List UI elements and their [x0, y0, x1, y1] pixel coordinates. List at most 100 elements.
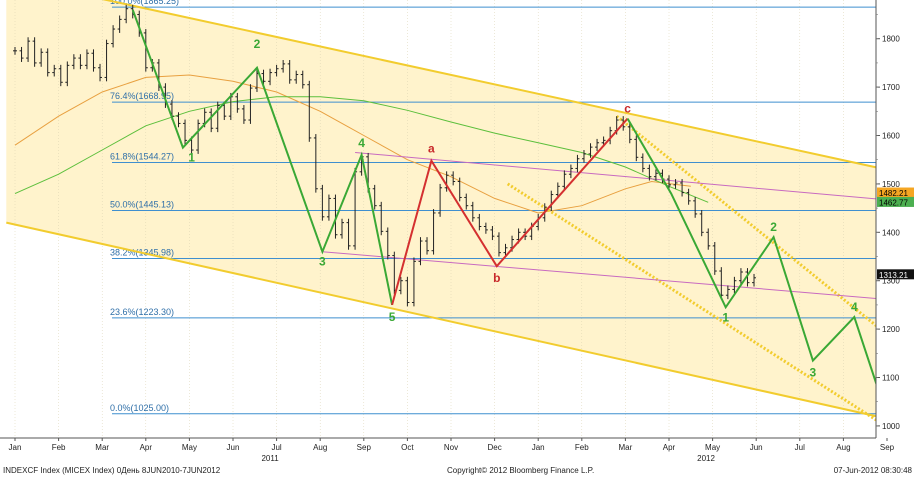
- price-bar: [581, 150, 586, 163]
- price-tag: 1462.77: [877, 196, 914, 207]
- price-bar: [712, 241, 717, 275]
- price-tag: 1482.21: [877, 187, 914, 198]
- y-tick-label: 1300: [882, 277, 900, 286]
- wave-label: 5: [389, 310, 396, 324]
- price-bar: [464, 193, 469, 210]
- fib-label: 50.0%(1445.13): [110, 199, 174, 209]
- price-bar: [307, 80, 312, 142]
- price-bar: [634, 135, 639, 162]
- price-bar: [470, 201, 475, 222]
- y-tick-label: 1000: [882, 422, 900, 431]
- wave-label: 2: [770, 220, 777, 234]
- price-bar: [294, 70, 299, 84]
- price-bar: [431, 209, 436, 255]
- trend-line: [355, 152, 876, 200]
- price-bar: [209, 108, 214, 133]
- price-bar: [385, 227, 390, 260]
- x-tick-label: Nov: [444, 443, 458, 452]
- price-bar: [667, 175, 671, 189]
- price-bar: [738, 268, 743, 285]
- price-bar: [451, 171, 456, 186]
- price-bar: [725, 285, 730, 300]
- wave-label: 1: [188, 151, 195, 165]
- price-bar: [555, 182, 560, 199]
- x-tick-label: Aug: [313, 443, 327, 452]
- x-year-label: 2011: [261, 454, 279, 463]
- price-bar: [398, 276, 403, 295]
- x-tick-label: Jan: [532, 443, 545, 452]
- wave-label: c: [624, 102, 631, 116]
- price-bar: [13, 46, 17, 55]
- x-tick-label: Mar: [95, 443, 109, 452]
- price-bar: [640, 153, 645, 173]
- price-bar: [752, 273, 757, 287]
- price-bar: [235, 92, 240, 113]
- elliott-wave-projection: [626, 118, 876, 387]
- fib-label: 76.4%(1668.95): [110, 91, 174, 101]
- price-bar: [444, 171, 449, 192]
- price-bar: [65, 61, 70, 87]
- x-tick-label: Feb: [575, 443, 589, 452]
- x-tick-label: Apr: [140, 443, 153, 452]
- x-tick-label: Jun: [227, 443, 240, 452]
- chart-footer: INDEXCF Index (MICEX Index) 0Дeнь 8JUN20…: [0, 465, 914, 477]
- price-bar: [91, 49, 96, 72]
- price-tag-label: 1313.21: [879, 271, 908, 280]
- price-bar: [680, 179, 685, 197]
- price-tag-label: 1462.77: [879, 198, 908, 207]
- price-bar: [588, 143, 593, 158]
- price-bar: [45, 48, 50, 77]
- x-tick-label: May: [705, 443, 720, 452]
- price-bar: [719, 267, 724, 300]
- wave-label: a: [428, 142, 435, 156]
- price-bar: [326, 194, 331, 221]
- x-tick-label: Feb: [52, 443, 66, 452]
- price-bar: [483, 222, 488, 234]
- x-tick-label: Jan: [9, 443, 22, 452]
- price-bar: [313, 134, 318, 193]
- price-bar: [215, 101, 220, 133]
- price-bar: [647, 164, 652, 181]
- wave-label: 2: [254, 37, 261, 51]
- price-bar: [32, 37, 37, 67]
- y-tick-label: 1700: [882, 83, 900, 92]
- trend-line: [322, 251, 876, 299]
- elliott-wave-impulse: [131, 9, 394, 306]
- wave-label: 4: [851, 300, 858, 314]
- x-tick-label: Sep: [357, 443, 372, 452]
- price-bar: [673, 179, 678, 189]
- price-bar: [490, 226, 495, 241]
- x-tick-label: Sep: [880, 443, 895, 452]
- x-tick-label: Jul: [271, 443, 281, 452]
- price-bar: [248, 84, 253, 124]
- wave-label: 3: [810, 366, 817, 380]
- price-bar: [477, 213, 482, 231]
- price-bar: [111, 25, 116, 48]
- channel-line: [506, 182, 876, 422]
- moving-average-line: [14, 74, 691, 214]
- price-bar: [372, 184, 377, 210]
- wave-label: 3: [319, 255, 326, 269]
- price-bar: [320, 184, 325, 221]
- price-bar: [699, 210, 704, 237]
- price-bar: [39, 48, 44, 67]
- fib-label: 23.6%(1223.30): [110, 307, 174, 317]
- y-tick-label: 1400: [882, 228, 900, 237]
- price-bar: [411, 257, 416, 307]
- price-bar: [124, 4, 129, 24]
- price-bar: [104, 39, 109, 82]
- x-tick-label: Apr: [663, 443, 676, 452]
- plot-area: 100.0%(1865.25) 76.4%(1668.95) 61.8%(1544.…: [6, 0, 876, 438]
- price-bar: [732, 276, 737, 294]
- fib-label: 61.8%(1544.27): [110, 151, 174, 161]
- price-bar: [438, 183, 443, 217]
- wave-label: b: [493, 271, 500, 285]
- price-bar: [274, 64, 279, 77]
- price-bar: [19, 46, 24, 62]
- price-bar: [562, 170, 567, 191]
- price-bar: [98, 63, 103, 82]
- moving-average-line: [14, 96, 709, 203]
- fib-label: 0.0%(1025.00): [110, 403, 169, 413]
- footer-ticker: INDEXCF Index (MICEX Index) 0Дeнь 8JUN20…: [3, 466, 221, 475]
- wave-label: 4: [358, 136, 365, 150]
